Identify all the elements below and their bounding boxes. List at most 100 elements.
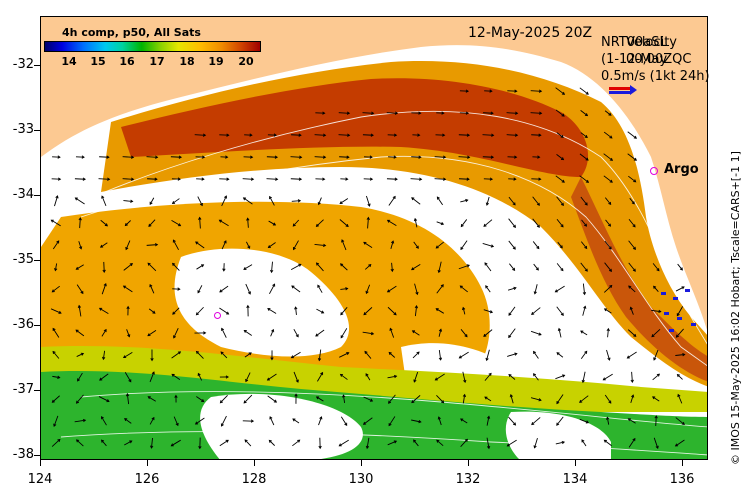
argo-float-marker[interactable] — [214, 312, 221, 319]
velocity-arrow-head — [322, 155, 327, 159]
velocity-arrow — [122, 178, 134, 180]
velocity-arrow-head — [514, 352, 518, 356]
velocity-arrow — [76, 394, 84, 404]
colorbar-label: 18 — [179, 55, 195, 68]
velocity-arrow — [534, 438, 538, 448]
velocity-arrow-head — [633, 179, 637, 183]
velocity-arrow — [508, 416, 516, 426]
velocity-arrow — [677, 394, 683, 404]
velocity-arrow — [314, 243, 326, 247]
velocity-arrow — [362, 134, 374, 136]
velocity-arrow-head — [386, 289, 391, 293]
velocity-arrow-head — [292, 246, 296, 251]
velocity-arrow — [677, 374, 683, 380]
velocity-arrow — [606, 417, 610, 425]
velocity-arrow-head — [80, 290, 84, 295]
velocity-arrow-head — [57, 375, 61, 379]
velocity-arrow — [510, 394, 514, 404]
velocity-arrow — [76, 284, 84, 294]
velocity-arrow-head — [54, 268, 58, 272]
colorbar-label: 15 — [90, 55, 106, 68]
velocity-arrow — [54, 263, 58, 271]
velocity-arrow — [436, 394, 444, 404]
velocity-arrow-head — [225, 375, 230, 379]
velocity-arrow-head — [508, 373, 512, 378]
velocity-arrow — [556, 416, 564, 426]
velocity-arrow — [75, 329, 85, 337]
velocity-arrow-head — [346, 155, 350, 159]
velocity-arrow-head — [201, 155, 206, 159]
velocity-arrow — [78, 241, 82, 249]
velocity-arrow — [604, 262, 612, 272]
velocity-arrow — [269, 283, 275, 295]
velocity-arrow — [462, 371, 466, 383]
velocity-arrow-head — [533, 350, 537, 355]
velocity-arrow-head — [106, 399, 110, 403]
velocity-arrow — [52, 395, 60, 403]
velocity-arrow — [124, 440, 132, 446]
velocity-arrow-head — [177, 351, 182, 355]
x-tick-label: 132 — [455, 472, 481, 487]
velocity-arrow — [366, 437, 370, 449]
y-tick-label: -35 — [12, 252, 34, 267]
y-tick-mark — [34, 260, 40, 261]
velocity-arrow-head — [75, 400, 80, 404]
velocity-arrow-head — [536, 224, 540, 228]
velocity-arrow-head — [194, 421, 199, 425]
velocity-arrow-head — [249, 133, 253, 137]
velocity-arrow — [653, 349, 659, 361]
velocity-arrow — [603, 153, 613, 161]
velocity-arrow-head — [632, 224, 636, 228]
velocity-arrow — [579, 153, 589, 161]
velocity-arrow — [486, 416, 490, 426]
x-tick-mark — [361, 460, 362, 466]
velocity-arrow-head — [483, 223, 487, 227]
velocity-arrow-head — [585, 179, 590, 183]
velocity-arrow — [458, 264, 470, 270]
velocity-arrow — [603, 175, 613, 183]
velocity-arrow-head — [489, 89, 493, 93]
sst-map[interactable] — [40, 16, 708, 460]
velocity-arrow-head — [148, 223, 152, 227]
velocity-arrow — [363, 417, 373, 425]
velocity-arrow-head — [339, 201, 343, 205]
velocity-arrow-head — [245, 378, 249, 383]
velocity-arrow-head — [247, 245, 251, 249]
velocity-arrow-head — [273, 399, 278, 403]
velocity-arrow-head — [147, 262, 151, 266]
velocity-arrow-head — [580, 330, 584, 334]
velocity-arrow-head — [490, 111, 494, 115]
velocity-arrow — [363, 307, 373, 315]
velocity-arrow-head — [393, 374, 398, 379]
velocity-arrow — [411, 197, 421, 205]
velocity-arrow-head — [556, 401, 560, 405]
velocity-arrow — [340, 416, 348, 426]
velocity-arrow — [196, 351, 204, 359]
velocity-arrow-head — [322, 243, 327, 248]
argo-float-marker[interactable] — [650, 167, 658, 175]
velocity-arrow — [482, 243, 494, 247]
velocity-arrow — [151, 437, 153, 449]
velocity-arrow — [365, 284, 371, 294]
x-tick-mark — [468, 460, 469, 466]
velocity-arrow-head — [676, 313, 680, 317]
velocity-arrow-head — [490, 155, 495, 159]
velocity-arrow — [196, 264, 204, 270]
velocity-arrow — [290, 263, 302, 271]
velocity-arrow-head — [151, 416, 155, 421]
velocity-arrow-head — [225, 439, 229, 443]
velocity-arrow — [338, 134, 350, 136]
velocity-arrow-head — [201, 177, 205, 181]
velocity-arrow — [558, 328, 562, 338]
velocity-arrow-head — [556, 422, 560, 426]
velocity-arrow — [532, 218, 540, 228]
velocity-arrow-head — [485, 285, 489, 289]
velocity-arrow — [604, 439, 612, 447]
velocity-arrow — [631, 371, 633, 383]
velocity-arrow — [629, 197, 635, 205]
velocity-arrow — [243, 264, 253, 270]
x-tick-mark — [147, 460, 148, 466]
velocity-arrow — [484, 262, 492, 272]
legend-scale: 0.5m/s (1kt 24h) — [601, 69, 710, 84]
velocity-arrow — [221, 195, 227, 207]
